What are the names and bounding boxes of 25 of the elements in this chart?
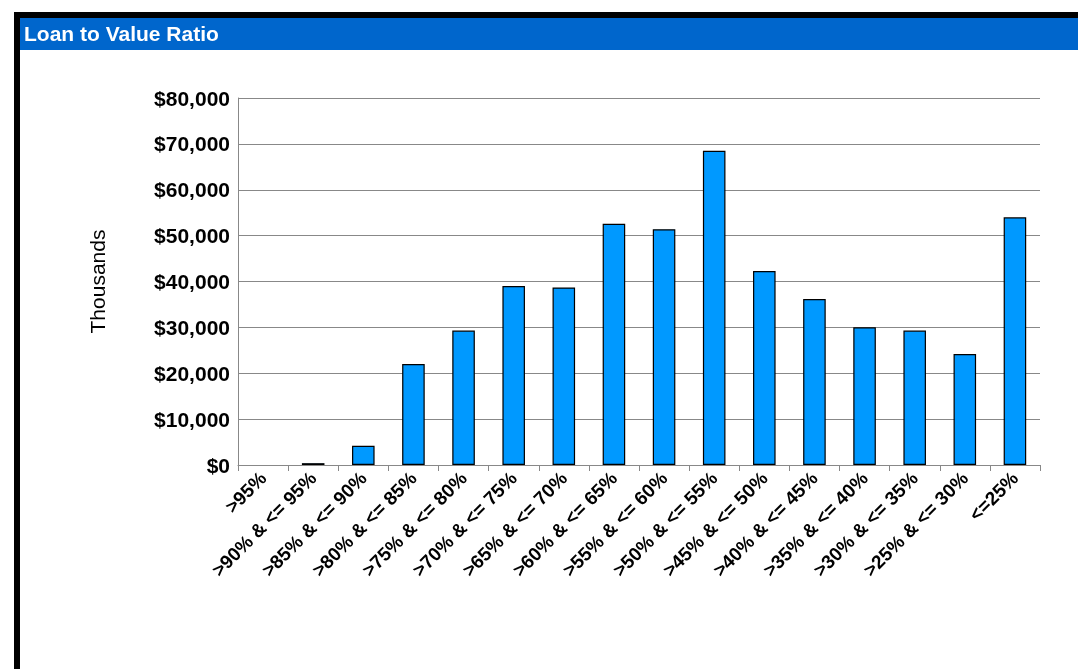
bar [602,223,626,465]
y-axis-title: Thousands [86,229,109,334]
bar [1003,217,1027,465]
bar [552,287,576,465]
y-tick-label: $20,000 [154,361,230,385]
bar [753,270,776,465]
y-tick-label: $0 [206,453,230,477]
y-tick-label: $80,000 [154,86,230,110]
bar [953,353,977,465]
y-tick-label: $30,000 [154,315,230,339]
y-tick-label: $10,000 [154,407,230,431]
y-tick-label: $40,000 [154,270,230,293]
chart-title: Loan to Value Ratio [20,18,1078,50]
bar [352,445,375,465]
bar [853,327,876,465]
bar [903,330,926,465]
bar [452,330,475,465]
bar [502,286,525,465]
bar [702,150,726,465]
bar [402,364,425,465]
y-tick-label: $70,000 [154,132,230,156]
y-tick-label: $50,000 [154,224,230,248]
bar [652,229,676,465]
y-tick-label: $60,000 [154,178,230,202]
bar [803,298,826,465]
